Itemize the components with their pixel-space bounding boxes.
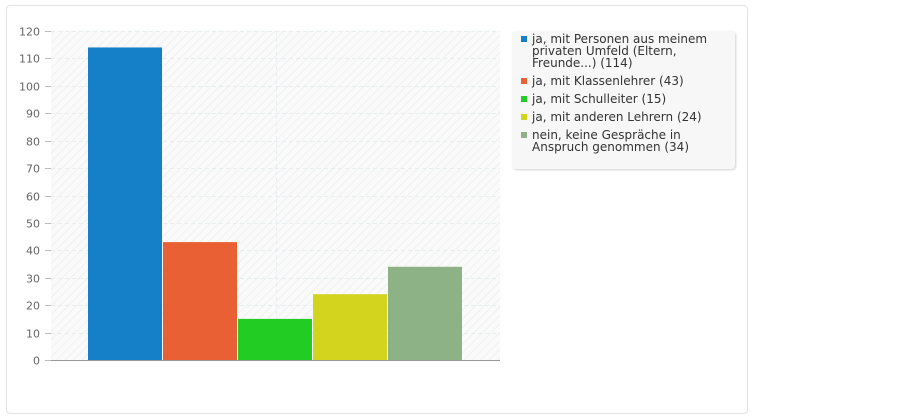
legend-swatch bbox=[521, 114, 527, 120]
y-tick-label: 100 bbox=[19, 81, 40, 94]
y-tick-label: 80 bbox=[26, 136, 40, 149]
legend-item[interactable]: ja, mit Schulleiter (15) bbox=[521, 93, 729, 105]
legend-swatch bbox=[521, 96, 527, 102]
y-tick-label: 20 bbox=[26, 300, 40, 313]
bar[interactable] bbox=[88, 47, 162, 360]
legend-label: ja, mit Schulleiter (15) bbox=[532, 92, 667, 106]
y-tick-label: 0 bbox=[33, 355, 40, 368]
y-axis: 0 10 20 30 40 50 60 70 80 90 100 110 120 bbox=[19, 26, 51, 368]
y-tick-label: 120 bbox=[19, 26, 40, 39]
y-tick-label: 110 bbox=[19, 53, 40, 66]
legend-item[interactable]: ja, mit Personen aus meinem privaten Umf… bbox=[521, 33, 729, 69]
bar[interactable] bbox=[163, 242, 237, 360]
legend-label: ja, mit Klassenlehrer (43) bbox=[532, 74, 684, 88]
y-tick-label: 50 bbox=[26, 218, 40, 231]
bar[interactable] bbox=[388, 266, 462, 360]
bar[interactable] bbox=[238, 318, 312, 360]
legend-swatch bbox=[521, 78, 527, 84]
legend: ja, mit Personen aus meinem privaten Umf… bbox=[512, 31, 735, 169]
bar[interactable] bbox=[313, 294, 387, 360]
y-tick-label: 70 bbox=[26, 163, 40, 176]
y-tick-label: 40 bbox=[26, 245, 40, 258]
legend-label: ja, mit anderen Lehrern (24) bbox=[532, 110, 702, 124]
legend-label: ja, mit Personen aus meinem privaten Umf… bbox=[532, 32, 708, 70]
y-tick-label: 30 bbox=[26, 273, 40, 286]
legend-item[interactable]: nein, keine Gespräche in Anspruch genomm… bbox=[521, 129, 729, 153]
y-tick-label: 10 bbox=[26, 328, 40, 341]
legend-swatch bbox=[521, 36, 527, 42]
y-tick-label: 60 bbox=[26, 191, 40, 204]
legend-item[interactable]: ja, mit Klassenlehrer (43) bbox=[521, 75, 729, 87]
y-tick-label: 90 bbox=[26, 108, 40, 121]
bars bbox=[88, 47, 462, 360]
legend-label: nein, keine Gespräche in Anspruch genomm… bbox=[532, 128, 690, 154]
legend-item[interactable]: ja, mit anderen Lehrern (24) bbox=[521, 111, 729, 123]
legend-swatch bbox=[521, 132, 527, 138]
